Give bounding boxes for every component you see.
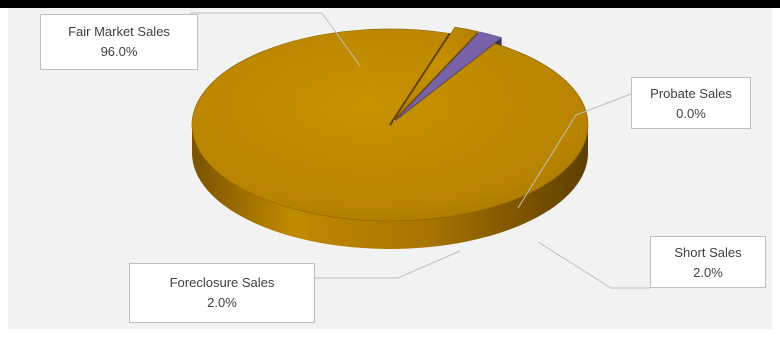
top-border (0, 0, 780, 8)
leader-line-probate-sales (517, 93, 632, 209)
callout-fair-market-sales: Fair Market Sales 96.0% (40, 14, 198, 70)
slice-short-sales (394, 26, 479, 119)
slice-probate-sales (389, 32, 451, 126)
slice-side-fair-market-sales (192, 125, 588, 249)
callout-percent: 0.0% (676, 106, 706, 121)
callout-probate-sales: Probate Sales 0.0% (631, 77, 751, 129)
callout-percent: 2.0% (693, 265, 723, 280)
chart-area: Fair Market Sales 96.0% Probate Sales 0.… (8, 8, 772, 329)
leader-line-short-sales (537, 241, 650, 289)
callout-label: Short Sales (674, 245, 742, 260)
callout-foreclosure-sales: Foreclosure Sales 2.0% (129, 263, 315, 323)
callout-label: Foreclosure Sales (169, 275, 275, 290)
callout-label: Fair Market Sales (68, 24, 170, 39)
leader-line-fair-market-sales (190, 12, 361, 67)
leader-line-foreclosure-sales (315, 250, 461, 279)
slice-foreclosure-sales (396, 31, 503, 120)
callout-percent: 96.0% (100, 44, 138, 59)
pie-chart (190, 12, 650, 289)
callout-short-sales: Short Sales 2.0% (650, 236, 766, 288)
callout-label: Probate Sales (650, 86, 732, 101)
callout-percent: 2.0% (207, 295, 237, 310)
